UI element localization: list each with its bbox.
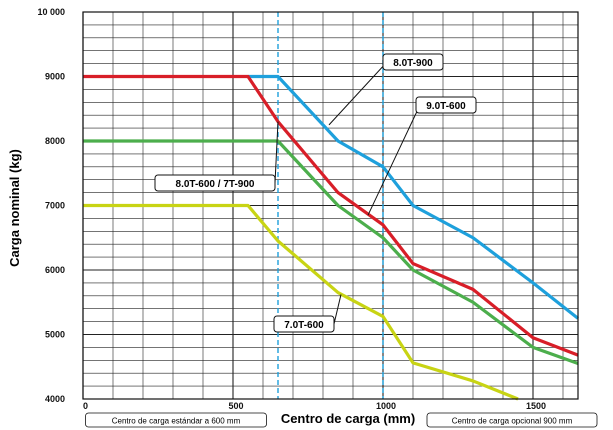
callout-leader [274,121,279,184]
y-tick-label: 6000 [45,265,65,275]
series-line [83,74,579,357]
y-tick-label: 7000 [45,201,65,211]
y-axis-title: Carga nominal (kg) [7,149,22,267]
y-tick-label: 4000 [45,394,65,404]
series-line [83,203,519,401]
x-tick-label: 1500 [526,401,546,411]
callout-leader [367,104,421,216]
reference-note-label: Centro de carga estándar a 600 mm [112,417,241,426]
callouts: 8.0T-900 9.0T-600 8.0T-600 / 7T-900 7.0T-60… [154,53,477,333]
x-tick-label: 500 [228,401,243,411]
reference-note-label: Centro de carga opcional 900 mm [452,417,573,426]
x-tick-label: 1000 [376,401,396,411]
y-tick-label: 10 000 [37,7,65,17]
plot-frame [82,11,579,400]
callout-box [382,53,444,71]
series-line [248,74,579,320]
tick-labels: 4000 5000 6000 7000 8000 9000 10 000 0 500 1000 15… [37,7,546,411]
callout-label: 8.0T-600 / 7T-900 [176,179,255,190]
callout-leader [328,61,388,126]
series-line [83,139,579,366]
callout-leader [333,294,342,325]
callout-box [273,315,335,333]
reference-note-box [85,412,267,428]
y-tick-label: 8000 [45,136,65,146]
callout-box [154,174,276,192]
x-axis-title: Centro de carga (mm) [281,411,415,426]
y-tick-label: 9000 [45,72,65,82]
callout-box [415,96,477,114]
callout-label: 8.0T-900 [393,58,433,69]
y-tick-label: 5000 [45,330,65,340]
reference-lines: Centro de carga estándar a 600 mm Centro … [85,12,598,428]
callout-label: 7.0T-600 [284,320,324,331]
data-series [83,74,579,401]
reference-note-box [426,412,598,428]
callout-label: 9.0T-600 [426,101,466,112]
x-tick-label: 0 [83,401,88,411]
